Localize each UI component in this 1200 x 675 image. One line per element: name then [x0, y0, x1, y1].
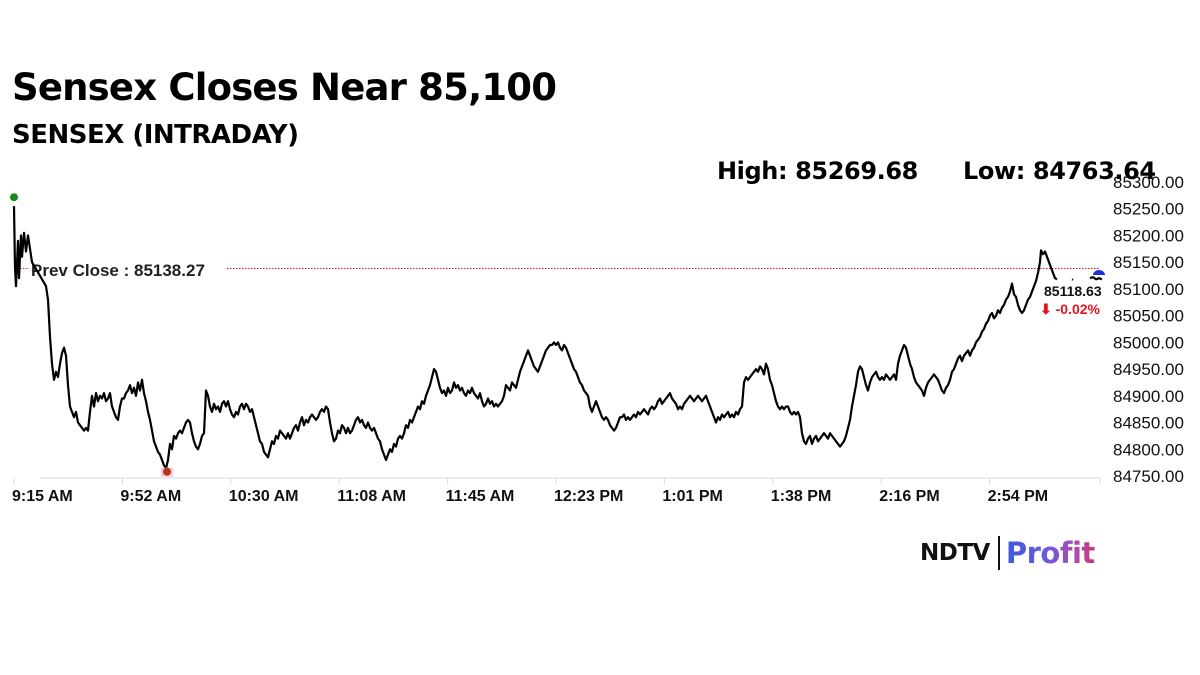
y-tick-label: 84950.00: [1113, 360, 1184, 379]
y-tick-label: 85200.00: [1113, 226, 1184, 245]
change-percent: ⬇ -0.02%: [1040, 301, 1101, 317]
end-marker-icon: [1093, 270, 1105, 275]
x-tick-label: 11:45 AM: [446, 488, 515, 505]
x-tick-label: 12:23 PM: [554, 488, 623, 505]
y-tick-label: 85000.00: [1113, 333, 1184, 352]
y-tick-label: 85100.00: [1113, 280, 1184, 299]
price-line-segment: [12, 206, 1058, 470]
prev-close-label-bg: [28, 258, 226, 280]
x-tick-label: 2:54 PM: [988, 488, 1048, 505]
prev-close-label: Prev Close : 85138.27: [31, 261, 205, 280]
price-line-segment: [1071, 278, 1074, 281]
logo-divider: [997, 536, 1000, 570]
x-tick-label: 2:16 PM: [879, 488, 939, 505]
price-line-segment: [1089, 276, 1103, 281]
x-tick-label: 9:15 AM: [12, 488, 73, 505]
y-tick-label: 85150.00: [1113, 253, 1184, 272]
chart-title: Sensex Closes Near 85,100: [12, 66, 557, 109]
y-tick-label: 84850.00: [1113, 414, 1184, 433]
chart-subtitle: SENSEX (INTRADAY): [12, 120, 299, 150]
last-value: 85118.63: [1044, 283, 1102, 299]
ndtv-logo-text: NDTV: [920, 540, 990, 566]
low-label: Low: 84763.64: [963, 157, 1156, 185]
y-tick-label: 84800.00: [1113, 440, 1184, 459]
x-tick-label: 10:30 AM: [229, 488, 299, 505]
high-marker-dot: [10, 193, 18, 202]
y-tick-label: 85300.00: [1113, 173, 1184, 192]
x-tick-label: 9:52 AM: [120, 488, 181, 505]
low-marker-dot: [163, 467, 171, 476]
y-tick-label: 85250.00: [1113, 200, 1184, 219]
y-tick-label: 84900.00: [1113, 387, 1184, 406]
y-tick-label: 85050.00: [1113, 307, 1184, 326]
y-axis: 85300.00 85250.00 85200.00 85150.00 85100.00…: [1113, 173, 1184, 486]
x-tick-label: 1:01 PM: [662, 488, 722, 505]
ndtv-profit-logo: NDTV Profit: [920, 533, 1095, 573]
x-tick-label: 1:38 PM: [771, 488, 831, 505]
price-line: [12, 206, 1103, 470]
y-tick-label: 84750.00: [1113, 467, 1184, 486]
high-label: High: 85269.68: [717, 157, 918, 185]
x-tick-label: 11:08 AM: [337, 488, 406, 505]
x-axis: 9:15 AM 9:52 AM 10:30 AM 11:08 AM 11:45 AM 12…: [12, 477, 1101, 505]
profit-logo-text: Profit: [1005, 536, 1095, 570]
